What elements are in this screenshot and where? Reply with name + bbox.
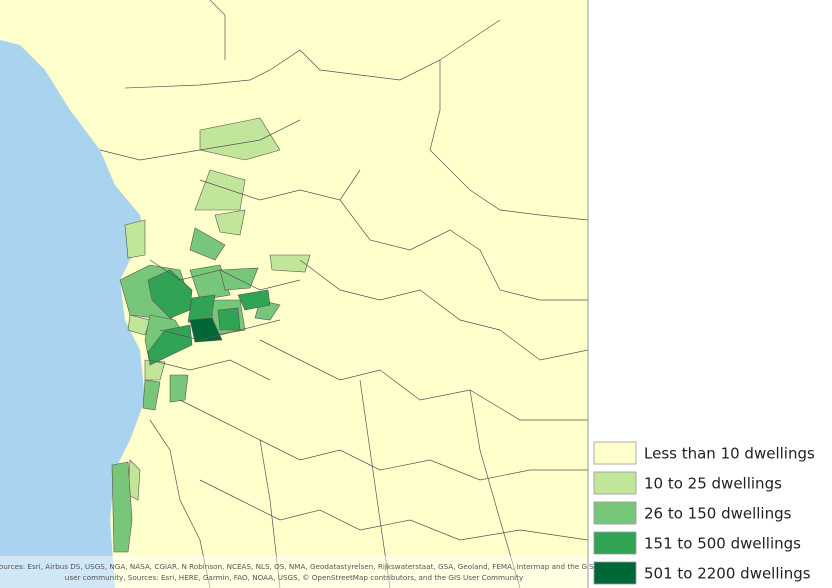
region — [214, 209, 246, 236]
map: Sources: Esri, Airbus DS, USGS, NGA, NAS… — [0, 0, 594, 588]
legend-swatch — [593, 471, 637, 495]
sea — [0, 40, 145, 588]
legend-swatch — [593, 501, 637, 525]
region — [237, 289, 271, 311]
legend-label: 151 to 500 dwellings — [644, 535, 801, 553]
legend-label: Less than 10 dwellings — [644, 445, 815, 463]
region — [127, 314, 151, 336]
region — [217, 307, 241, 331]
region — [189, 264, 231, 301]
legend: Less than 10 dwellings 10 to 25 dwellings… — [593, 441, 815, 585]
legend-swatch — [593, 561, 637, 585]
regions — [111, 117, 311, 553]
region — [169, 374, 189, 403]
region — [124, 219, 146, 259]
boundaries — [99, 0, 589, 588]
region — [194, 169, 246, 211]
legend-label: 26 to 150 dwellings — [644, 505, 792, 523]
region — [189, 317, 223, 343]
region — [199, 117, 281, 161]
legend-label: 10 to 25 dwellings — [644, 475, 782, 493]
attribution: user community, Sources: Esri, HERE, Gar… — [65, 573, 524, 582]
region — [111, 461, 133, 553]
legend-label: 501 to 2200 dwellings — [644, 565, 811, 583]
region — [269, 254, 311, 273]
attribution: Sources: Esri, Airbus DS, USGS, NGA, NAS… — [0, 562, 594, 571]
region — [189, 227, 226, 261]
legend-swatch — [593, 531, 637, 555]
legend-swatch — [593, 441, 637, 465]
attribution-background — [0, 556, 588, 588]
region — [142, 379, 161, 411]
